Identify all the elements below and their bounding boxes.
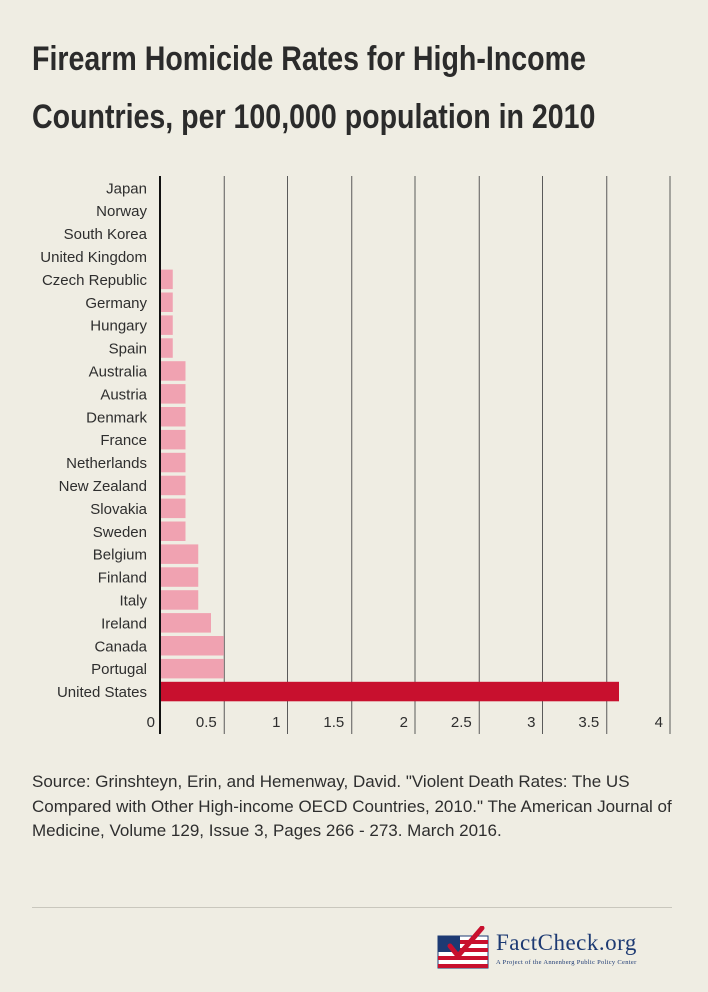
category-label: Czech Republic (42, 272, 148, 289)
category-label: Hungary (90, 318, 147, 335)
factcheck-logo[interactable]: FactCheck.org A Project of the Annenberg… (436, 925, 676, 976)
bar (160, 521, 186, 541)
bar (160, 567, 199, 587)
chart-title: Firearm Homicide Rates for High-Income C… (32, 30, 670, 146)
x-tick-label: 3 (527, 714, 535, 731)
category-label: Slovakia (90, 501, 147, 518)
category-label: Denmark (86, 409, 147, 426)
x-tick-label: 2 (400, 714, 408, 731)
bar (160, 544, 199, 564)
category-label: Spain (109, 341, 147, 358)
category-label: Canada (94, 638, 147, 655)
logo-tagline: A Project of the Annenberg Public Policy… (496, 959, 637, 966)
x-tick-label: 0.5 (196, 714, 217, 731)
source-citation: Source: Grinshteyn, Erin, and Hemenway, … (32, 772, 672, 840)
category-label: Netherlands (66, 455, 147, 472)
category-label: Ireland (101, 615, 147, 632)
category-label: Sweden (93, 524, 147, 541)
category-label: Australia (89, 363, 148, 380)
bar (160, 429, 186, 450)
category-label: South Korea (64, 226, 148, 243)
bar (160, 590, 199, 610)
bar (160, 475, 186, 496)
bar (160, 613, 211, 633)
bar (160, 292, 173, 312)
category-label: Norway (96, 203, 147, 220)
category-label: Belgium (93, 547, 147, 564)
category-label: Germany (85, 295, 147, 312)
x-tick-label: 2.5 (451, 714, 472, 731)
bar (160, 407, 186, 427)
x-tick-label: 3.5 (578, 714, 599, 731)
bar (160, 658, 224, 679)
bar (160, 361, 186, 381)
bar (160, 315, 173, 335)
divider (32, 907, 672, 908)
x-tick-label: 1.5 (323, 714, 344, 731)
category-label: United States (57, 684, 147, 701)
x-tick-label: 0 (147, 714, 155, 731)
category-label: Italy (119, 592, 147, 609)
bar-chart: Japan Norway South Korea United Kingdom Czec… (40, 176, 671, 734)
x-tick-label: 1 (272, 714, 280, 731)
bar (160, 384, 186, 404)
category-label: New Zealand (59, 478, 147, 495)
bar (160, 636, 224, 656)
category-label: France (100, 432, 147, 449)
category-label: United Kingdom (40, 249, 147, 266)
category-label: Japan (106, 180, 147, 197)
category-label: Finland (98, 570, 147, 587)
title-line-1: Firearm Homicide Rates for High-Income (32, 40, 586, 78)
bar (160, 452, 186, 473)
bar (160, 498, 186, 519)
x-tick-label: 4 (655, 714, 663, 731)
category-label: Austria (100, 386, 147, 403)
bar (160, 681, 619, 702)
bar (160, 269, 173, 290)
bar (160, 338, 173, 358)
logo-wordmark: FactCheck.org (496, 930, 637, 955)
title-line-2: Countries, per 100,000 population in 201… (32, 98, 596, 136)
category-label: Portugal (91, 661, 147, 678)
flag-checkmark-icon (437, 925, 489, 969)
